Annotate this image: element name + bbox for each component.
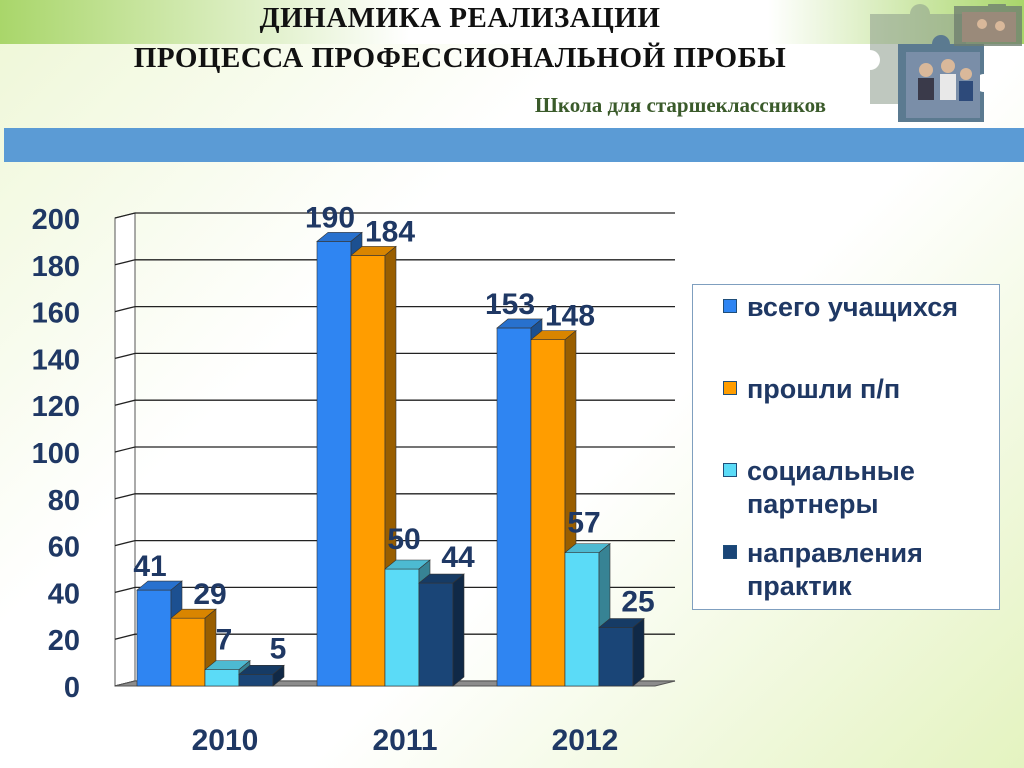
bar-2010-series-0: [136, 589, 172, 687]
page-title-line-1: ДИНАМИКА РЕАЛИЗАЦИИ: [259, 2, 661, 34]
header-strip: [0, 0, 1024, 44]
bar-side-2012-series-3: [632, 617, 645, 687]
data-label-2010-series-3: 5: [270, 632, 287, 665]
legend-swatch-practice-areas: [723, 545, 737, 559]
bar-2010-series-1: [170, 617, 206, 687]
data-label-2011-series-1: 184: [365, 215, 415, 248]
data-label-2011-series-2: 50: [387, 523, 420, 556]
bar-side-2011-series-3: [452, 573, 465, 687]
bar-2010-series-2: [204, 669, 240, 687]
data-label-2010-series-1: 29: [193, 578, 226, 611]
gridline-140: [114, 352, 675, 360]
bar-2012-series-1: [530, 339, 566, 687]
bar-2012-series-2: [564, 552, 600, 687]
y-tick-label-20: 20: [48, 625, 80, 657]
legend-label-practice-areas: направления практик: [747, 538, 923, 601]
gridline-180: [114, 259, 675, 266]
bar-2011-series-2: [384, 568, 420, 687]
y-tick-label-140: 140: [32, 344, 80, 376]
bar-2010-series-3: [238, 673, 274, 687]
data-label-2010-series-0: 41: [133, 550, 166, 583]
x-category-label-2010: 2010: [192, 724, 259, 757]
gridline-60: [114, 539, 675, 547]
bar-2012-series-0: [496, 327, 532, 687]
data-label-2010-series-2: 7: [216, 624, 233, 657]
y-tick-label-200: 200: [32, 204, 80, 236]
data-label-2012-series-2: 57: [567, 507, 600, 540]
data-label-2012-series-0: 153: [485, 288, 535, 321]
gridline-40: [114, 586, 675, 594]
page-subtitle: Школа для старшеклассников: [534, 93, 826, 117]
accent-bar: [4, 128, 1024, 162]
gridline-80: [114, 493, 675, 500]
y-tick-label-120: 120: [32, 391, 80, 423]
x-category-label-2012: 2012: [552, 724, 619, 757]
y-tick-label-60: 60: [48, 532, 80, 564]
page-title-line-2: ПРОЦЕССА ПРОФЕССИОНАЛЬНОЙ ПРОБЫ: [133, 42, 787, 74]
bar-2011-series-0: [316, 241, 352, 687]
data-label-2011-series-0: 190: [305, 201, 355, 234]
legend-swatch-passed: [723, 381, 737, 395]
gridline-20: [114, 633, 675, 640]
legend-label-total-students: всего учащихся: [747, 292, 959, 322]
gridline-200: [114, 212, 675, 219]
legend-label-passed: прошли п/п: [747, 374, 901, 404]
data-label-2011-series-3: 44: [441, 541, 475, 574]
gridline-100: [114, 446, 675, 453]
y-tick-label-100: 100: [32, 438, 80, 470]
y-tick-label-80: 80: [48, 485, 80, 517]
legend-swatch-partners: [723, 463, 737, 477]
data-label-2012-series-1: 148: [545, 300, 595, 333]
gridline-120: [114, 399, 675, 406]
data-label-2012-series-3: 25: [621, 586, 654, 619]
y-tick-label-180: 180: [32, 251, 80, 283]
legend-label-partners: социальные партнеры: [747, 456, 915, 519]
legend-swatch-total-students: [723, 299, 737, 313]
x-category-label-2011: 2011: [372, 724, 437, 757]
bar-side-2010-series-3: [272, 664, 285, 687]
y-tick-label-0: 0: [64, 672, 80, 704]
y-tick-label-160: 160: [32, 298, 80, 330]
y-tick-label-40: 40: [48, 578, 80, 610]
bar-2011-series-3: [418, 582, 454, 687]
chart-legend: всего учащихся прошли п/п социальные пар…: [692, 284, 1000, 610]
puzzle-photo-decoration: [870, 4, 1022, 122]
bar-2011-series-1: [350, 255, 386, 687]
gridline-160: [114, 305, 675, 313]
bar-2012-series-3: [598, 627, 634, 687]
